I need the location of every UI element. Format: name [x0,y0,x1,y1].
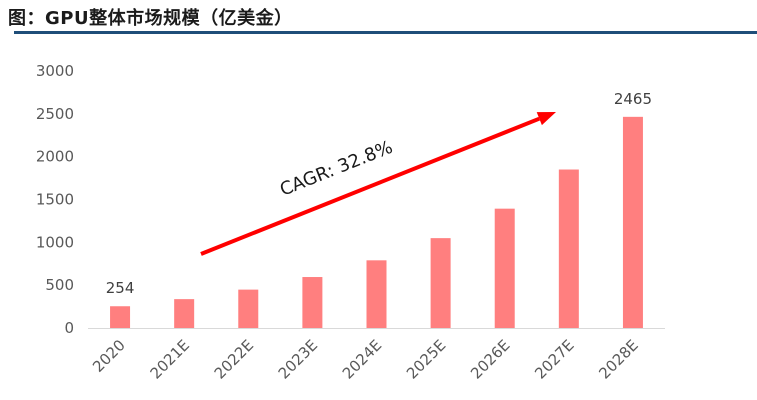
bar-2026E [494,208,515,328]
x-tick-label: 2020 [89,336,129,376]
x-tick-label: 2027E [531,336,577,382]
x-tick-label: 2023E [275,336,321,382]
x-tick-label: 2021E [147,336,193,382]
bar-2020 [110,306,131,328]
x-tick-label: 2026E [467,336,513,382]
bar-2023E [302,277,323,328]
arrow-shaft [200,116,541,256]
y-axis-ticks: 0 500 1000 1500 2000 2500 3000 [36,62,74,337]
y-tick-label: 1500 [36,191,74,209]
chart-title: 图：GPU整体市场规模（亿美金） [8,8,293,29]
cagr-annotation: CAGR: 32.8% [277,137,396,201]
x-tick-label: 2024E [339,336,385,382]
x-tick-label: 2022E [211,336,257,382]
bar-2028E [622,116,643,328]
bar-2025E [430,238,451,328]
bar-2027E [558,169,579,328]
x-tick-label: 2025E [403,336,449,382]
bar-2021E [174,299,195,328]
y-tick-label: 1000 [36,233,74,251]
data-labels: 254 2465 [106,90,652,297]
bar-2024E [366,260,387,328]
x-axis-ticks: 2020 2021E 2022E 2023E 2024E 2025E 2026E 2027E 2… [89,336,642,382]
arrow-head [536,112,556,126]
y-tick-label: 2000 [36,148,74,166]
data-label: 2465 [614,90,652,108]
bars [110,116,643,328]
bar-2022E [238,289,259,328]
y-tick-label: 500 [45,276,74,294]
data-label: 254 [106,279,135,297]
y-tick-label: 0 [64,319,74,337]
y-tick-label: 2500 [36,105,74,123]
x-tick-label: 2028E [595,336,641,382]
title-underline [14,31,757,34]
y-tick-label: 3000 [36,62,74,80]
